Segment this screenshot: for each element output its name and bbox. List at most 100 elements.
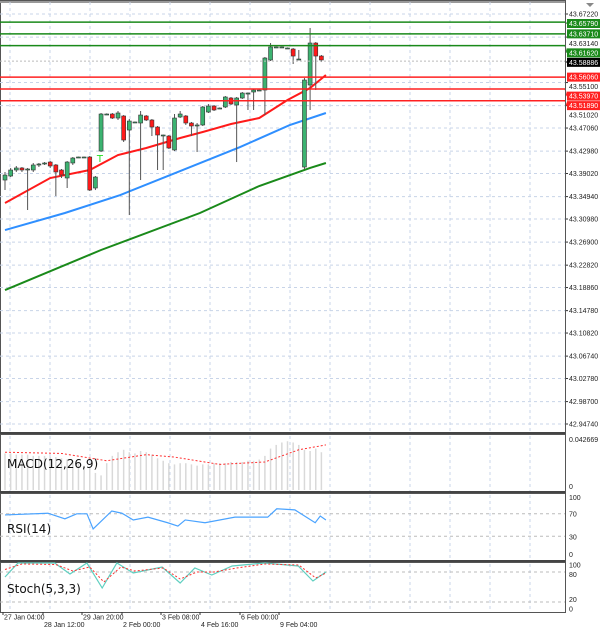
price-axis-label: 43.47060 [569,126,598,133]
candle [121,115,126,143]
price-level-tag [567,48,600,58]
candle-body [307,42,313,86]
stoch-signal-line [4,563,327,583]
candle [132,121,138,124]
rsi-line [4,508,327,530]
candle [8,167,13,178]
candle [14,165,19,172]
candle-body [211,105,217,111]
price-axis-label: 43.02780 [569,376,598,383]
time-label: 2 Feb 00:00 [123,622,160,628]
candle [115,111,121,121]
price-axis-label: 43.51020 [569,113,598,120]
candle [19,167,25,172]
rsi-axis-label: 70 [569,512,577,519]
signal-marker-icon: T [96,154,104,165]
candle [149,118,155,137]
price-axis-label: 43.18860 [569,285,598,292]
candle [47,161,53,168]
candle [59,168,64,178]
moving-average-line-2 [4,162,327,291]
price-level-tag [567,29,600,39]
candle [30,162,36,172]
candle [256,89,262,92]
candle [217,107,222,110]
candle-body [223,96,228,108]
chart-shift-marker-icon [586,3,594,7]
time-label: 27 Jan 04:00 [4,615,45,622]
candle-body [177,113,183,118]
candle-body [166,135,172,149]
candle [313,42,319,91]
candle [70,157,76,165]
moving-average-line-1 [4,112,327,231]
panel-frame-0 [0,0,566,433]
candle [262,56,268,116]
price-level-label: 43.65790 [569,21,598,28]
candle [98,112,104,153]
candle-body [155,126,160,136]
price-axis-label: 43.42980 [569,149,598,156]
time-label: 9 Feb 04:00 [280,622,317,628]
candle [189,121,194,137]
price-axis-label: 43.63140 [569,41,598,48]
stoch-axis-label: 80 [569,572,577,579]
candle [285,47,290,50]
candle-body [42,162,47,165]
price-axis-label: 42.98700 [569,399,598,406]
time-label: 3 Feb 08:00 [162,615,199,622]
price-axis-label: 43.39020 [569,171,598,178]
candle-body [273,46,279,49]
candle [234,96,239,163]
candle-body [160,134,166,137]
time-label: 6 Feb 00:00 [241,615,278,622]
macd-zero-label: 0 [569,484,573,491]
candle-body [8,169,13,177]
candle-body [36,163,42,166]
candle [53,164,59,197]
price-level-tag [567,72,600,82]
candle [81,156,87,159]
candle [110,112,115,119]
panel-frame-3 [0,562,566,613]
candle-body [138,114,143,124]
candle-body [285,47,290,50]
candle [166,134,172,150]
candle [64,161,70,189]
price-level-tag [567,19,600,28]
current-price-label: 43.58886 [569,60,598,67]
candle-body [194,124,200,127]
stoch-main-line [4,562,327,590]
candle [172,114,177,152]
price-level-label: 43.61620 [569,50,598,57]
price-axis-label: 43.14780 [569,308,598,315]
stoch-label: Stoch(5,3,3) [7,582,81,596]
candle [296,49,302,61]
candle-body [234,97,239,106]
candle-body [14,167,19,171]
candle-body [76,156,81,159]
candle [155,126,160,171]
candle-body [268,46,273,61]
candle-body [132,121,138,124]
candle-body [256,89,262,92]
candle-body [183,115,189,124]
candle-body [200,106,206,126]
candle [93,176,98,191]
stoch-axis-label: 0 [569,607,573,614]
candle-body [319,55,324,61]
price-axis-label: 43.06740 [569,354,598,361]
candle-body [296,58,302,61]
candle-body [93,176,98,189]
candle-body [127,120,132,131]
price-level-label: 43.53970 [569,94,598,101]
rsi-axis-label: 30 [569,535,577,542]
candle-body [189,122,194,127]
candle [143,115,149,122]
candle-body [110,113,115,119]
candle-body [87,156,93,191]
price-axis-label: 42.94740 [569,422,598,429]
candle [183,115,189,125]
candle [211,105,217,112]
